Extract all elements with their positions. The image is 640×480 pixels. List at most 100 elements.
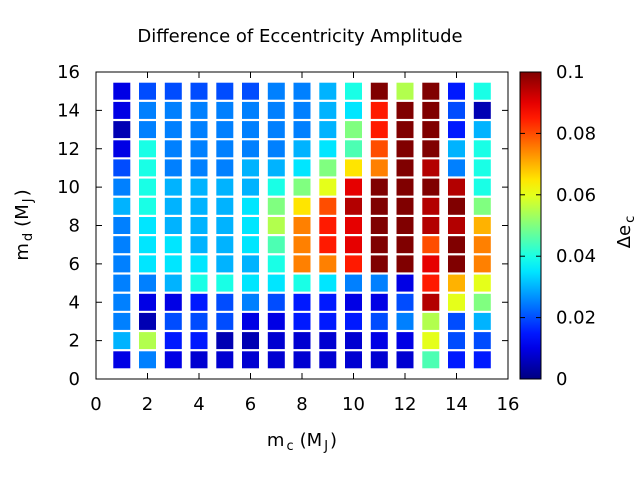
heatmap-cell — [345, 140, 362, 158]
x-tick-label: 10 — [342, 394, 365, 415]
heatmap-cell — [448, 197, 465, 215]
y-axis-label-base: m — [12, 243, 33, 261]
heatmap-cell — [164, 178, 182, 196]
heatmap-cell — [370, 351, 388, 369]
heatmap-cell — [216, 178, 234, 196]
heatmap-cell — [242, 351, 259, 369]
heatmap-cell — [345, 351, 362, 369]
heatmap-cell — [139, 197, 156, 215]
heatmap-cell — [319, 82, 337, 100]
heatmap-cell — [319, 293, 337, 311]
heatmap-cell — [370, 236, 388, 254]
heatmap-cell — [370, 121, 388, 139]
heatmap-cell — [242, 197, 259, 215]
heatmap-cell — [242, 101, 259, 119]
heatmap-cell — [164, 312, 182, 330]
heatmap-cell — [448, 312, 465, 330]
heatmap-cell — [267, 293, 285, 311]
heatmap-cell — [267, 101, 285, 119]
heatmap-cell — [370, 101, 388, 119]
heatmap-cell — [345, 178, 362, 196]
heatmap-cell — [190, 159, 208, 177]
heatmap-cell — [293, 101, 311, 119]
heatmap-cell — [473, 255, 491, 273]
heatmap-cell — [216, 236, 234, 254]
heatmap-cell — [190, 217, 208, 234]
heatmap-cell — [319, 351, 337, 369]
heatmap-cell — [139, 140, 156, 158]
colorbar-label-sub: c — [623, 216, 638, 223]
colorbar — [519, 71, 542, 380]
heatmap-cell — [267, 255, 285, 273]
y-tick-label: 2 — [69, 331, 80, 352]
heatmap-cell — [267, 178, 285, 196]
heatmap-cell — [396, 140, 414, 158]
heatmap-cell — [190, 121, 208, 139]
heatmap-cell — [448, 101, 465, 119]
y-axis-label-unit-open: (M — [12, 204, 33, 227]
heatmap-cell — [448, 255, 465, 273]
y-tick-label: 8 — [69, 216, 80, 237]
heatmap-cell — [422, 255, 440, 273]
x-tick-label: 2 — [142, 394, 153, 415]
heatmap-cell — [139, 236, 156, 254]
heatmap-cell — [216, 82, 234, 100]
heatmap-cell — [370, 178, 388, 196]
heatmap-cell — [216, 351, 234, 369]
heatmap-cell — [113, 255, 131, 273]
heatmap-cell — [113, 274, 131, 292]
heatmap-cell — [190, 332, 208, 350]
heatmap-cell — [242, 312, 259, 330]
heatmap-cell — [242, 217, 259, 234]
heatmap-cell — [422, 82, 440, 100]
heatmap-cell — [319, 255, 337, 273]
x-axis-label-sub: c — [286, 439, 293, 454]
x-tick-label: 0 — [90, 394, 101, 415]
heatmap-cell — [164, 255, 182, 273]
heatmap-cell — [139, 217, 156, 234]
y-tick-label: 0 — [69, 369, 80, 390]
heatmap-cell — [139, 121, 156, 139]
heatmap-cell — [216, 140, 234, 158]
heatmap-cell — [216, 293, 234, 311]
heatmap-cell — [396, 312, 414, 330]
heatmap-cell — [293, 351, 311, 369]
heatmap-cell — [370, 293, 388, 311]
x-axis-label-unit-close: ) — [330, 430, 337, 451]
heatmap-cell — [473, 332, 491, 350]
heatmap-cell — [319, 332, 337, 350]
y-axis-label-sub: d — [21, 233, 36, 241]
heatmap-cell — [370, 312, 388, 330]
heatmap-cell — [473, 159, 491, 177]
heatmap-cell — [448, 178, 465, 196]
heatmap-cell — [293, 178, 311, 196]
heatmap-cell — [396, 82, 414, 100]
colorbar-tick-label: 0.04 — [556, 246, 596, 267]
heatmap-cell — [422, 274, 440, 292]
heatmap-cell — [242, 82, 259, 100]
heatmap-cell — [422, 159, 440, 177]
heatmap-cell — [396, 197, 414, 215]
heatmap-cell — [139, 255, 156, 273]
heatmap-cell — [267, 217, 285, 234]
heatmap-cell — [242, 293, 259, 311]
heatmap-cell — [396, 121, 414, 139]
heatmap-cell — [242, 332, 259, 350]
colorbar-label-base: Δe — [614, 225, 635, 248]
heatmap-cell — [293, 197, 311, 215]
heatmap-cell — [267, 121, 285, 139]
heatmap-cell — [473, 178, 491, 196]
heatmap-cell — [448, 274, 465, 292]
heatmap-cell — [113, 332, 131, 350]
heatmap-cell — [139, 312, 156, 330]
heatmap-cell — [396, 332, 414, 350]
heatmap-cell — [242, 159, 259, 177]
heatmap-cell — [113, 312, 131, 330]
heatmap-cell — [422, 197, 440, 215]
heatmap-cell — [293, 255, 311, 273]
heatmap-cell — [164, 197, 182, 215]
heatmap-cell — [190, 293, 208, 311]
heatmap-cell — [370, 82, 388, 100]
colorbar-tick-label: 0.08 — [556, 123, 596, 144]
